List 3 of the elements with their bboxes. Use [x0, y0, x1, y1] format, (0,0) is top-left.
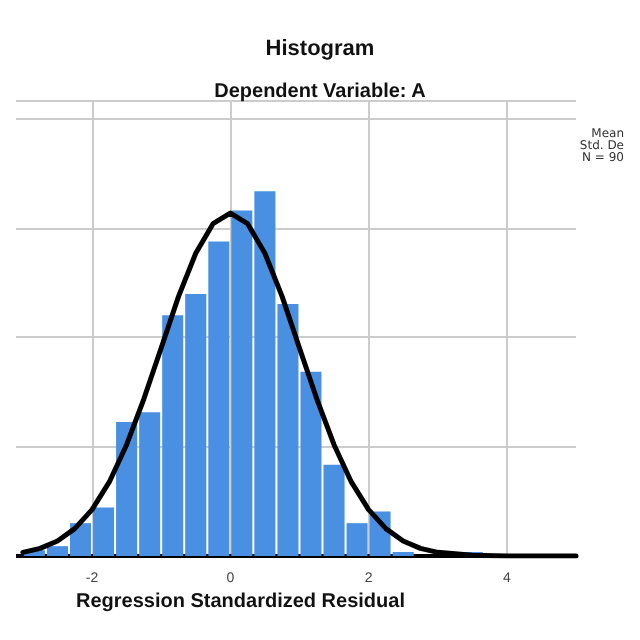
- chart-subtitle: Dependent Variable: A: [214, 81, 426, 103]
- x-axis-title: Regression Standardized Residual: [76, 591, 406, 613]
- chart-title: Histogram: [265, 37, 375, 61]
